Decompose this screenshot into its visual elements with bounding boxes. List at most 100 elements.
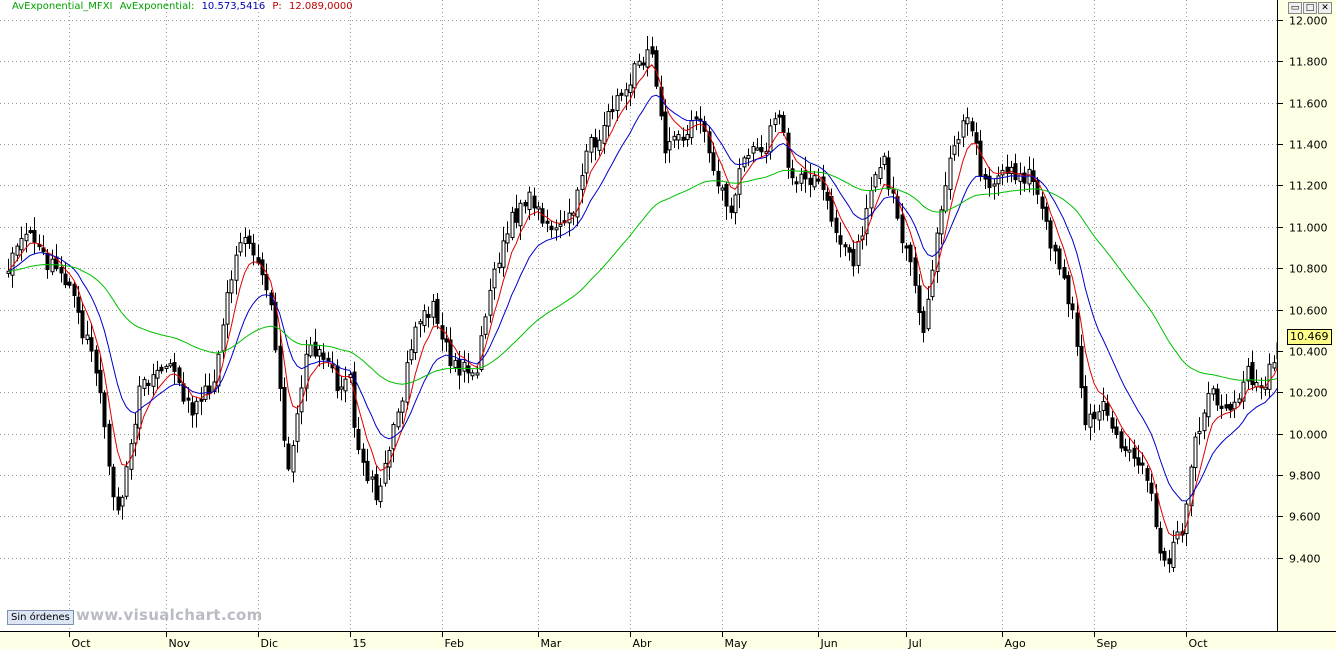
candle-body: [370, 476, 375, 480]
moving-averages: [7, 64, 1284, 537]
candle-body: [15, 245, 20, 256]
candle-body: [781, 115, 786, 133]
candle-body: [606, 111, 611, 127]
candle-body: [1083, 386, 1088, 426]
candle-body: [667, 141, 672, 151]
candle-body: [492, 268, 497, 289]
candle-body: [63, 273, 68, 286]
candle-body: [510, 211, 515, 239]
candle-body: [965, 117, 970, 125]
candle-body: [1228, 403, 1233, 411]
candle-body: [1132, 447, 1137, 459]
candle-body: [956, 139, 961, 144]
indicator-header: AvExponential_MFXI AvExponential: 10.573…: [12, 1, 357, 12]
candle-body: [24, 233, 29, 242]
close-button[interactable]: ✕: [1318, 2, 1332, 14]
candle-body: [1267, 363, 1272, 390]
orders-button[interactable]: Sin órdenes: [7, 610, 74, 625]
indicator-value: 10.573,5416: [201, 1, 266, 12]
candle-body: [575, 189, 580, 218]
candle-body: [317, 349, 322, 357]
candle-body: [676, 134, 681, 141]
candle-body: [299, 387, 304, 413]
candle-body: [278, 345, 283, 389]
candle-body: [554, 227, 559, 231]
x-tick-label: Mar: [541, 637, 562, 649]
candle-body: [32, 230, 37, 243]
candle-body: [917, 285, 922, 313]
candle-body: [759, 147, 764, 153]
candle-body: [773, 118, 778, 126]
time-axis[interactable]: [0, 631, 1336, 649]
candle-body: [356, 429, 361, 451]
maximize-button[interactable]: □: [1303, 2, 1317, 14]
candle-body: [1005, 166, 1010, 174]
candle-body: [864, 208, 869, 235]
candle-body: [720, 187, 725, 191]
ma-line-2: [7, 94, 1284, 502]
candle-body: [1241, 381, 1246, 402]
candle-body: [974, 132, 979, 144]
candle-body: [724, 183, 729, 207]
candle-body: [799, 173, 804, 184]
candle-body: [567, 212, 572, 224]
candle-body: [1232, 401, 1237, 410]
price-axis[interactable]: [1278, 0, 1336, 631]
candle-body: [1136, 457, 1141, 466]
candle-body: [1250, 361, 1255, 386]
candle-body: [532, 195, 537, 209]
candle-body: [777, 114, 782, 118]
candle-body: [225, 292, 230, 325]
candle-body: [98, 369, 103, 394]
x-tick-label: 15: [353, 637, 367, 649]
candle-body: [151, 374, 156, 387]
candle-body: [619, 92, 624, 96]
candle-body: [707, 131, 712, 154]
y-tick-label: 10.200: [1289, 387, 1328, 400]
candle-body: [321, 352, 326, 360]
candle-body: [1123, 446, 1128, 452]
candle-body: [313, 341, 318, 357]
candle-body: [768, 125, 773, 153]
candle-body: [59, 266, 64, 274]
y-tick-label: 12.000: [1289, 15, 1328, 28]
restore-button[interactable]: ▭: [1288, 2, 1302, 14]
candle-body: [1062, 267, 1067, 279]
x-tick-label: Jul: [908, 637, 922, 649]
y-tick-label: 11.600: [1289, 98, 1328, 111]
candle-body: [694, 116, 699, 120]
candle-body: [1237, 398, 1242, 403]
candle-body: [120, 496, 125, 507]
price-axis-ticks: 9.400 9.600 9.800 10.000 10.200 10.400 10.600 1…: [1277, 15, 1328, 566]
candle-body: [400, 400, 405, 413]
candle-body: [1193, 436, 1198, 468]
candle-body: [1048, 220, 1053, 249]
candle-body: [1009, 166, 1014, 174]
candle-body: [1263, 386, 1268, 390]
candle-body: [497, 262, 502, 269]
x-tick-label: Abr: [633, 637, 653, 649]
candle-body: [1079, 345, 1084, 389]
plot-area[interactable]: [0, 0, 1277, 631]
candle-body: [462, 361, 467, 372]
candle-body: [251, 242, 256, 256]
candle-body: [361, 448, 366, 463]
candle-body: [1184, 503, 1189, 535]
candle-body: [426, 313, 431, 318]
candle-body: [904, 245, 909, 249]
candle-body: [229, 279, 234, 294]
candle-body: [1088, 413, 1093, 428]
candle-body: [221, 324, 226, 352]
candle-body: [374, 474, 379, 501]
candle-body: [843, 244, 848, 248]
candle-body: [466, 365, 471, 374]
candle-body: [794, 181, 799, 185]
candle-body: [1097, 411, 1102, 421]
candle-body: [992, 183, 997, 187]
candle-body: [1066, 275, 1071, 305]
candle-body: [882, 155, 887, 166]
candle-body: [1035, 179, 1040, 195]
candle-body: [812, 175, 817, 188]
candle-body: [72, 283, 77, 297]
